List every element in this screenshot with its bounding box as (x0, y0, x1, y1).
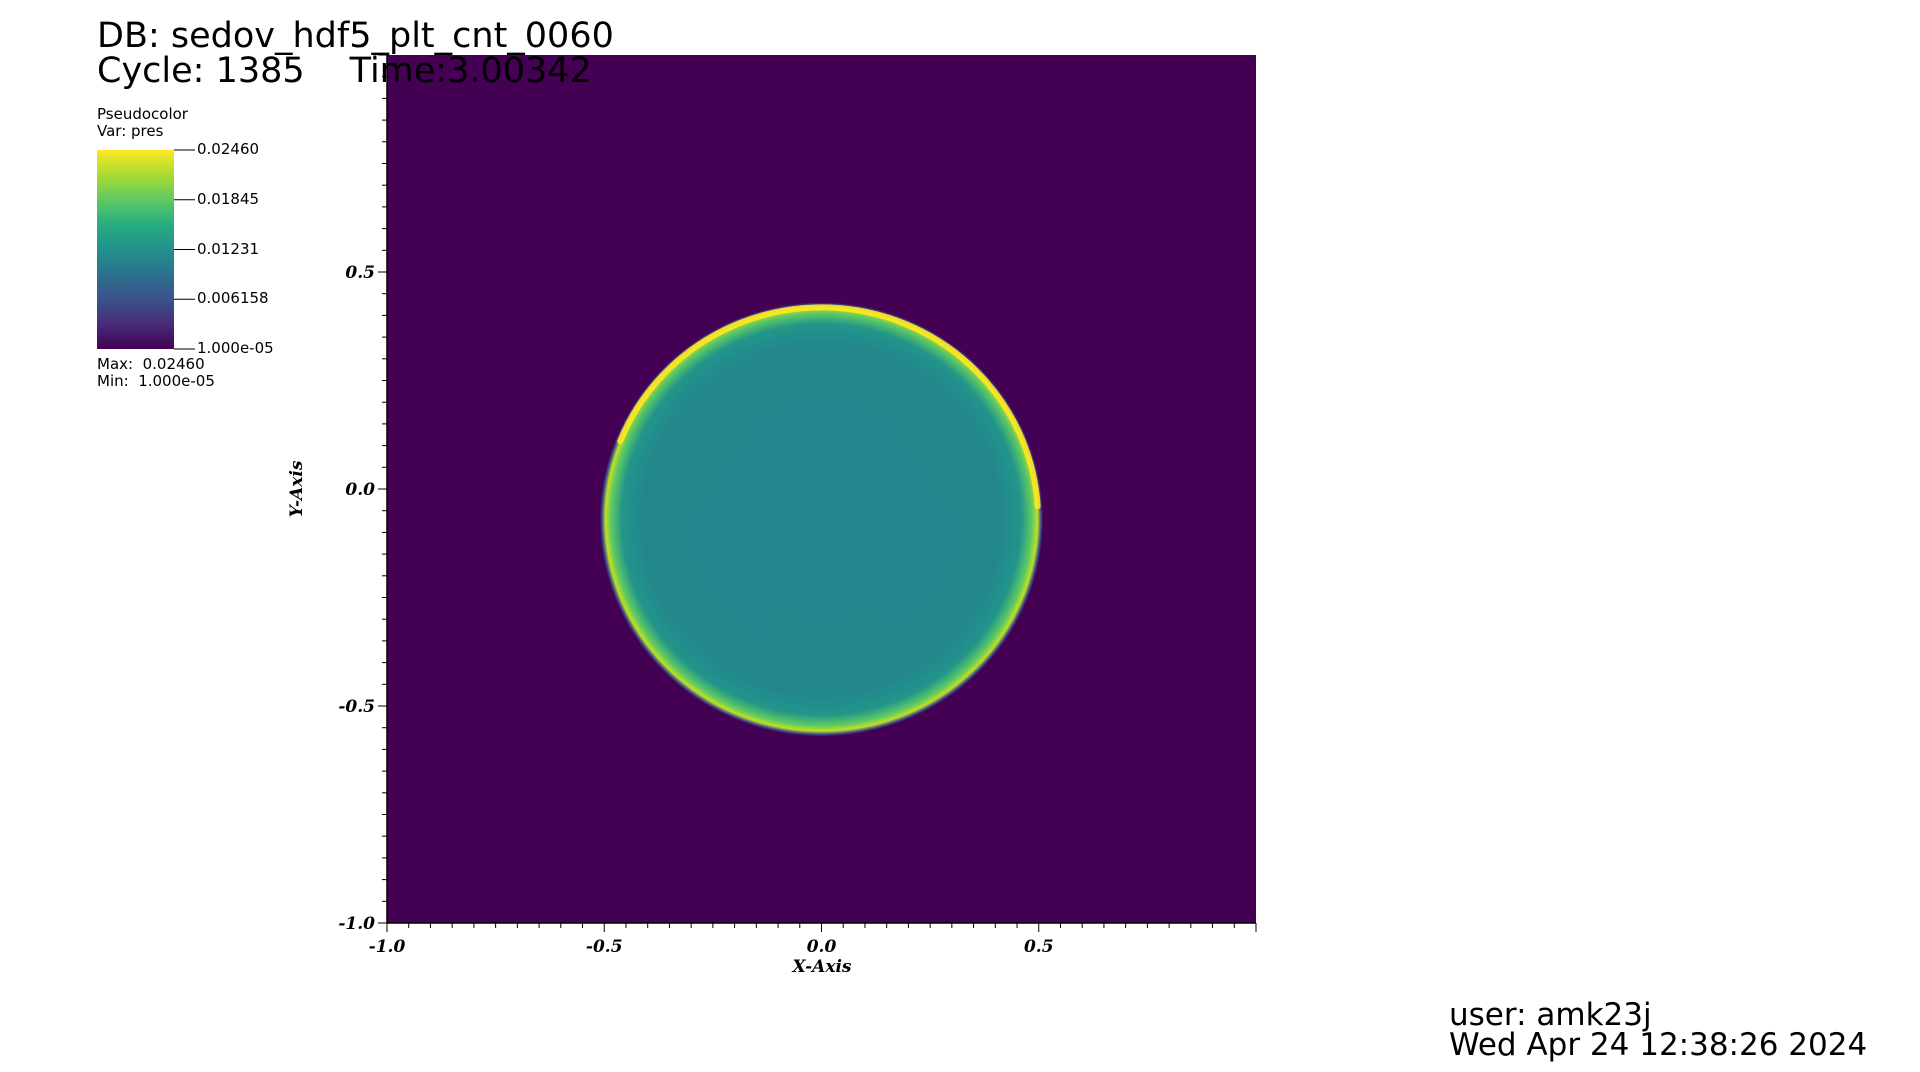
time-label: Time:3.00342 (349, 51, 592, 91)
colorbar-tick-label: 1.000e-05 (197, 339, 274, 357)
cycle-label: Cycle: 1385 (97, 51, 305, 91)
legend-plot-type: Pseudocolor (97, 105, 188, 123)
y-axis-title: Y-Axis (287, 460, 307, 517)
y-tick-label: 0.0 (345, 480, 375, 500)
date-label: Wed Apr 24 12:38:26 2024 (1449, 1027, 1868, 1063)
colorbar-tick-label: 0.02460 (197, 140, 260, 158)
x-tick-label: -1.0 (369, 937, 406, 957)
cycle-time-line: Cycle: 1385 Time:3.00342 (97, 54, 592, 89)
x-tick-label: -0.5 (586, 937, 623, 957)
shock-front-highlight (617, 304, 1041, 510)
user-label: user: amk23j (1449, 997, 1652, 1033)
y-axis-ticks: 0.5 0.0 -0.5 -1.0 (338, 54, 387, 934)
database-title: DB: sedov_hdf5_plt_cnt_0060 (97, 16, 614, 56)
x-tick-label: 0.0 (807, 937, 837, 957)
x-axis-title: X-Axis (792, 957, 852, 977)
colorbar (97, 150, 174, 349)
x-tick-label: 0.5 (1024, 937, 1054, 957)
y-tick-label: -1.0 (338, 914, 375, 934)
legend-variable: Var: pres (97, 122, 164, 140)
legend-max: Max: 0.02460 (97, 355, 205, 373)
y-tick-label: -0.5 (338, 697, 375, 717)
legend-min: Min: 1.000e-05 (97, 372, 215, 390)
blast-wave-region (599, 302, 1044, 737)
x-axis-ticks: -1.0 -0.5 0.0 0.5 (369, 923, 1257, 957)
colorbar-tick-label: 0.01231 (197, 239, 260, 258)
colorbar-tick-label: 0.01845 (197, 189, 260, 208)
colorbar-tick-label: 0.006158 (197, 289, 269, 308)
y-tick-label: 0.5 (345, 263, 375, 283)
colorbar-ticks (174, 149, 195, 350)
